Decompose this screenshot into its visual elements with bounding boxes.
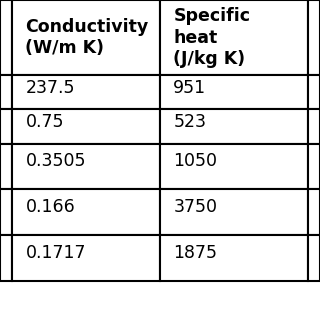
Text: 951: 951	[173, 79, 206, 97]
Bar	[12, 75, 160, 109]
Bar	[160, 0, 308, 75]
Bar	[160, 144, 308, 189]
Text: 0.166: 0.166	[26, 198, 75, 216]
Bar	[12, 144, 160, 189]
Bar	[0, 109, 12, 144]
Text: 237.5: 237.5	[26, 79, 75, 97]
Bar	[308, 189, 320, 235]
Text: 0.3505: 0.3505	[26, 152, 86, 170]
Text: 3750: 3750	[173, 198, 217, 216]
Text: 0.1717: 0.1717	[26, 244, 86, 261]
Text: Specific
heat
(J/kg K): Specific heat (J/kg K)	[173, 7, 250, 68]
Bar	[308, 75, 320, 109]
Bar	[0, 0, 12, 75]
Bar	[160, 235, 308, 281]
Text: Conductivity
(W/m K): Conductivity (W/m K)	[26, 18, 149, 57]
Bar	[160, 189, 308, 235]
Bar	[308, 109, 320, 144]
Bar	[308, 144, 320, 189]
Bar	[160, 109, 308, 144]
Bar	[12, 189, 160, 235]
Bar	[0, 235, 12, 281]
Bar	[12, 0, 160, 75]
Bar	[308, 0, 320, 75]
Bar	[308, 235, 320, 281]
Text: 1050: 1050	[173, 152, 217, 170]
Text: 0.75: 0.75	[26, 114, 64, 132]
Bar	[0, 75, 12, 109]
Bar	[12, 235, 160, 281]
Bar	[0, 189, 12, 235]
Text: 1875: 1875	[173, 244, 217, 261]
Text: 523: 523	[173, 114, 206, 132]
Bar	[12, 109, 160, 144]
Bar	[160, 75, 308, 109]
Bar	[0, 144, 12, 189]
